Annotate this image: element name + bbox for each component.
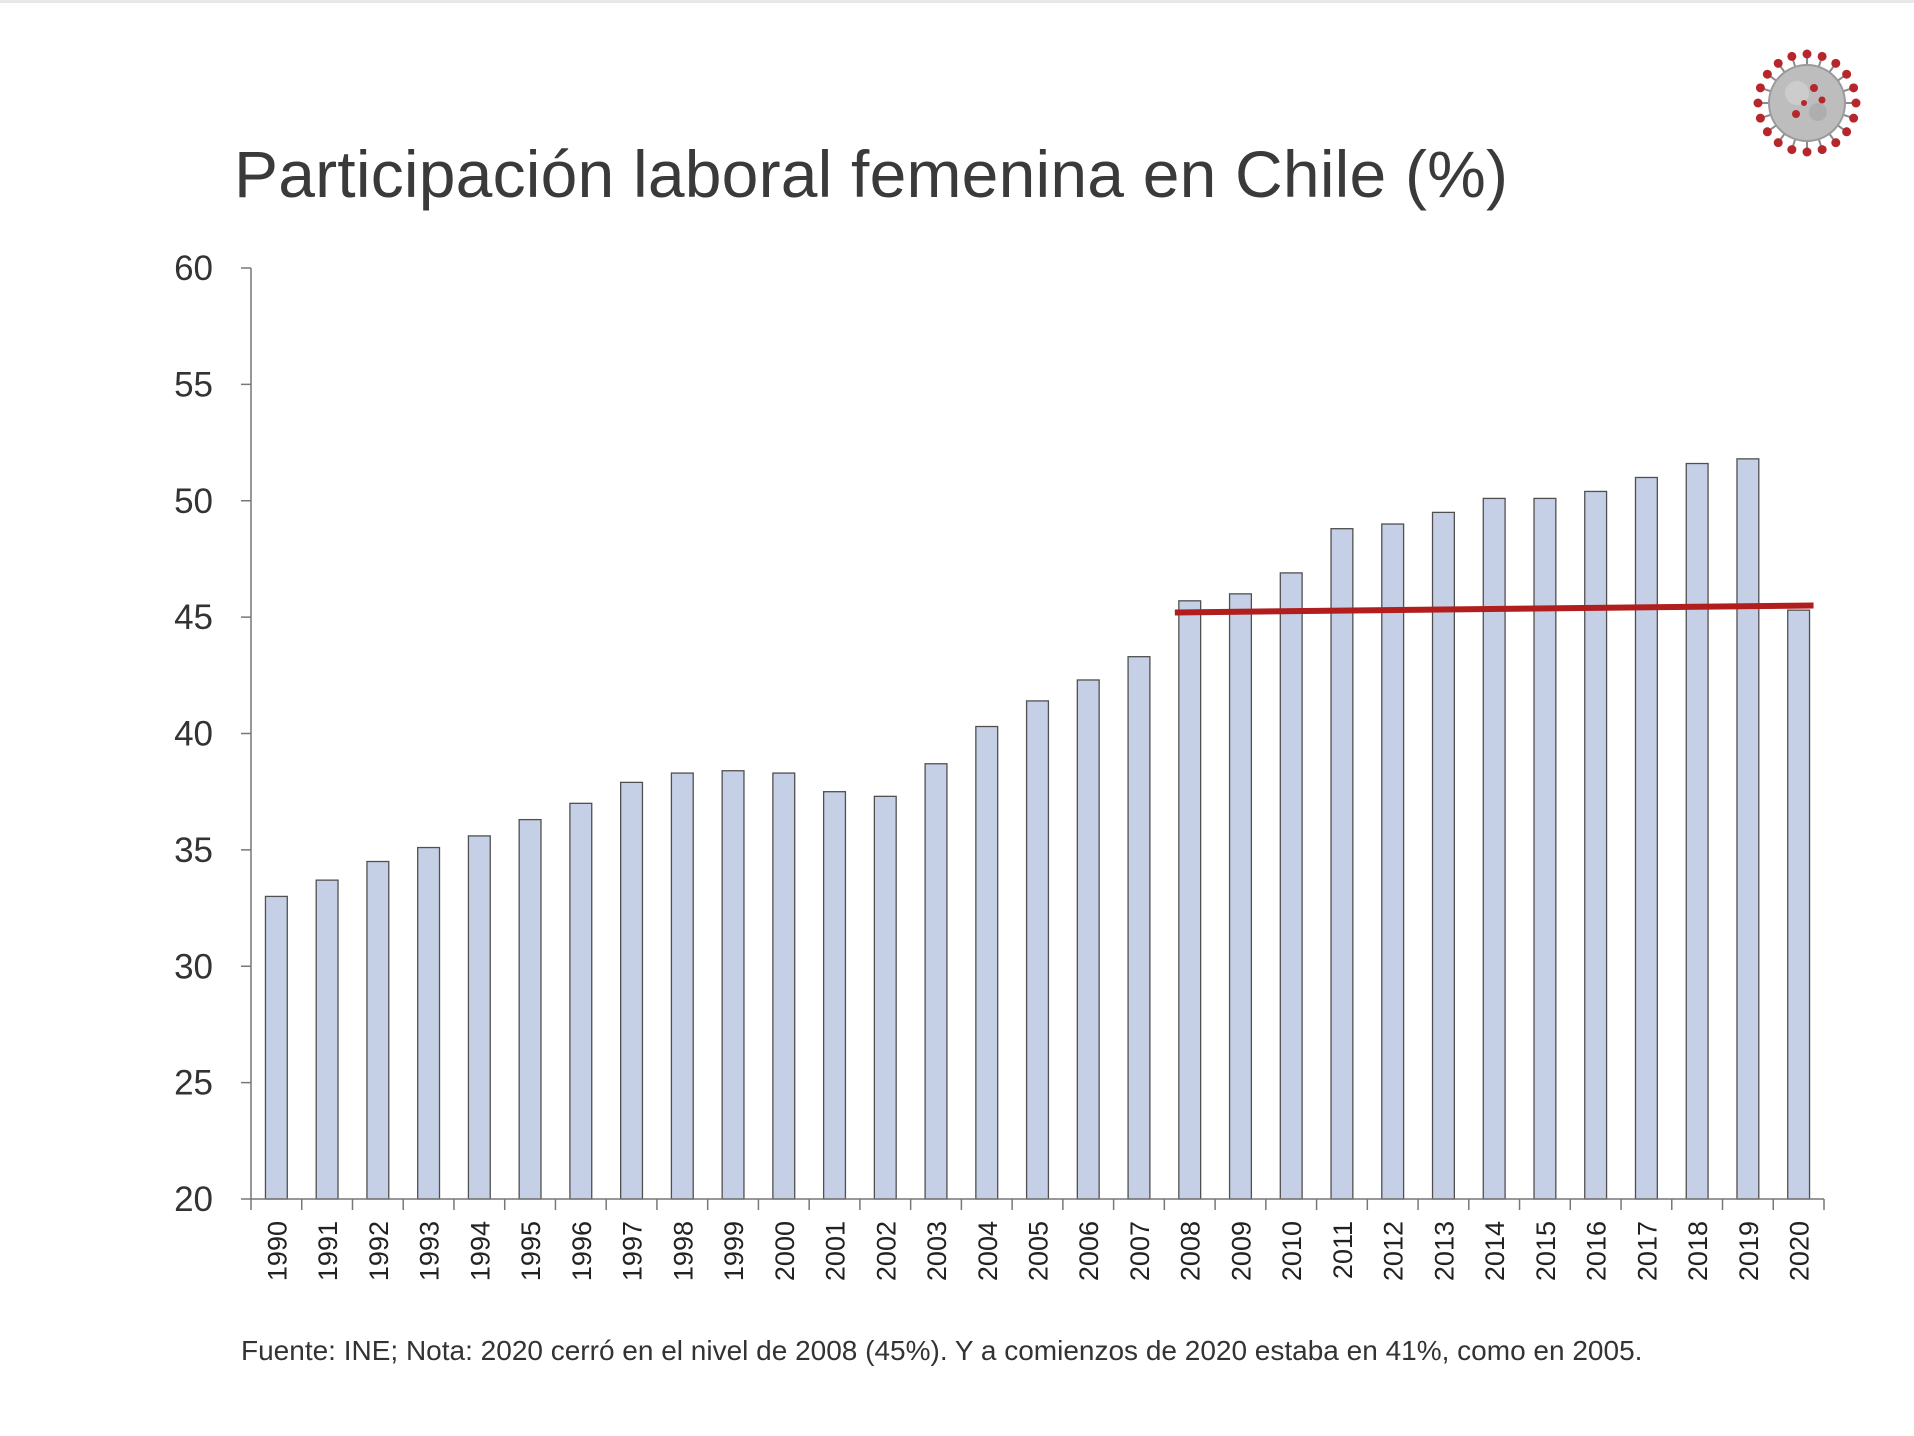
bar-1993 <box>417 846 441 1200</box>
bar-2014 <box>1482 497 1506 1200</box>
bar-1992 <box>366 860 390 1200</box>
reference-line-2008-level <box>1174 602 1814 616</box>
y-tick-label-40: 40 <box>174 715 213 754</box>
bar-1995 <box>518 818 542 1200</box>
x-tick-label-2005: 2005 <box>1024 1221 1054 1281</box>
chart-title: Participación laboral femenina en Chile … <box>234 137 1509 211</box>
bar-2008 <box>1178 600 1202 1200</box>
x-tick-label-1998: 1998 <box>668 1221 698 1281</box>
bar-1999 <box>721 770 745 1200</box>
bar-2009 <box>1228 593 1253 1200</box>
x-tick-label-1996: 1996 <box>567 1221 597 1281</box>
x-tick-label-2014: 2014 <box>1480 1221 1510 1281</box>
x-tick-label-1991: 1991 <box>313 1221 343 1281</box>
x-tick-label-1999: 1999 <box>719 1221 749 1281</box>
x-tick-label-1995: 1995 <box>516 1221 546 1281</box>
top-border <box>0 0 1914 3</box>
x-tick-label-1992: 1992 <box>364 1221 394 1281</box>
x-tick-label-2007: 2007 <box>1125 1221 1155 1281</box>
y-tick-label-60: 60 <box>174 249 213 288</box>
x-tick-label-2019: 2019 <box>1734 1221 1764 1281</box>
bar-2001 <box>822 791 847 1200</box>
y-tick-label-20: 20 <box>174 1180 213 1219</box>
x-tick-label-1990: 1990 <box>262 1221 292 1281</box>
x-tick-label-2004: 2004 <box>973 1221 1003 1281</box>
x-tick-label-2006: 2006 <box>1074 1221 1104 1281</box>
x-tick-label-2003: 2003 <box>922 1221 952 1281</box>
x-tick-label-2013: 2013 <box>1429 1221 1459 1281</box>
x-tick-label-1997: 1997 <box>618 1221 648 1281</box>
bar-2002 <box>873 795 897 1200</box>
bar-2015 <box>1533 497 1557 1200</box>
x-tick-label-2017: 2017 <box>1632 1221 1662 1281</box>
x-tick-label-2009: 2009 <box>1226 1221 1256 1281</box>
x-tick-label-2018: 2018 <box>1683 1221 1713 1281</box>
bar-2018 <box>1685 462 1709 1200</box>
y-tick-label-55: 55 <box>174 365 213 404</box>
bar-2004 <box>975 725 999 1200</box>
x-tick-label-2001: 2001 <box>821 1221 851 1281</box>
bar-2006 <box>1076 679 1100 1200</box>
bar-2011 <box>1330 528 1354 1200</box>
y-tick-label-50: 50 <box>174 482 213 521</box>
bar-chart: 20 25 30 35 40 45 50 55 60 1990 1991 1992 1993 1994 19… <box>174 249 1825 1281</box>
x-tick-label-2002: 2002 <box>871 1221 901 1281</box>
x-tick-label-1993: 1993 <box>415 1221 445 1281</box>
bar-2019 <box>1736 458 1760 1200</box>
bar-1994 <box>467 835 491 1200</box>
bar-2012 <box>1381 523 1405 1200</box>
x-tick-label-2015: 2015 <box>1531 1221 1561 1281</box>
coronavirus-icon <box>1753 49 1861 157</box>
x-tick-label-2016: 2016 <box>1582 1221 1612 1281</box>
x-tick-label-2010: 2010 <box>1277 1221 1307 1281</box>
x-tick-label-1994: 1994 <box>465 1221 495 1281</box>
bar-2017 <box>1634 476 1658 1200</box>
source-note: Fuente: INE; Nota: 2020 cerró en el nive… <box>241 1335 1643 1366</box>
x-tick-label-2008: 2008 <box>1176 1221 1206 1281</box>
y-tick-label-30: 30 <box>174 947 213 986</box>
bar-2003 <box>924 763 948 1200</box>
bar-1991 <box>315 879 339 1200</box>
bar-2000 <box>772 772 796 1200</box>
bar-1997 <box>620 781 644 1200</box>
x-tick-label-2020: 2020 <box>1785 1221 1815 1281</box>
x-tick-label-2012: 2012 <box>1379 1221 1409 1281</box>
bar-1996 <box>569 802 593 1200</box>
bar-2005 <box>1025 700 1050 1200</box>
bar-1990 <box>264 895 288 1200</box>
bar-2010 <box>1279 572 1303 1200</box>
y-tick-label-45: 45 <box>174 598 213 637</box>
y-tick-label-25: 25 <box>174 1064 213 1103</box>
x-tick-label-2000: 2000 <box>770 1221 800 1281</box>
bar-2020 <box>1787 609 1811 1200</box>
bar-1998 <box>670 772 694 1200</box>
bar-2013 <box>1431 511 1456 1200</box>
y-tick-label-35: 35 <box>174 831 213 870</box>
x-tick-label-2011: 2011 <box>1328 1221 1358 1279</box>
bar-2007 <box>1127 656 1151 1200</box>
bar-2016 <box>1584 490 1608 1200</box>
